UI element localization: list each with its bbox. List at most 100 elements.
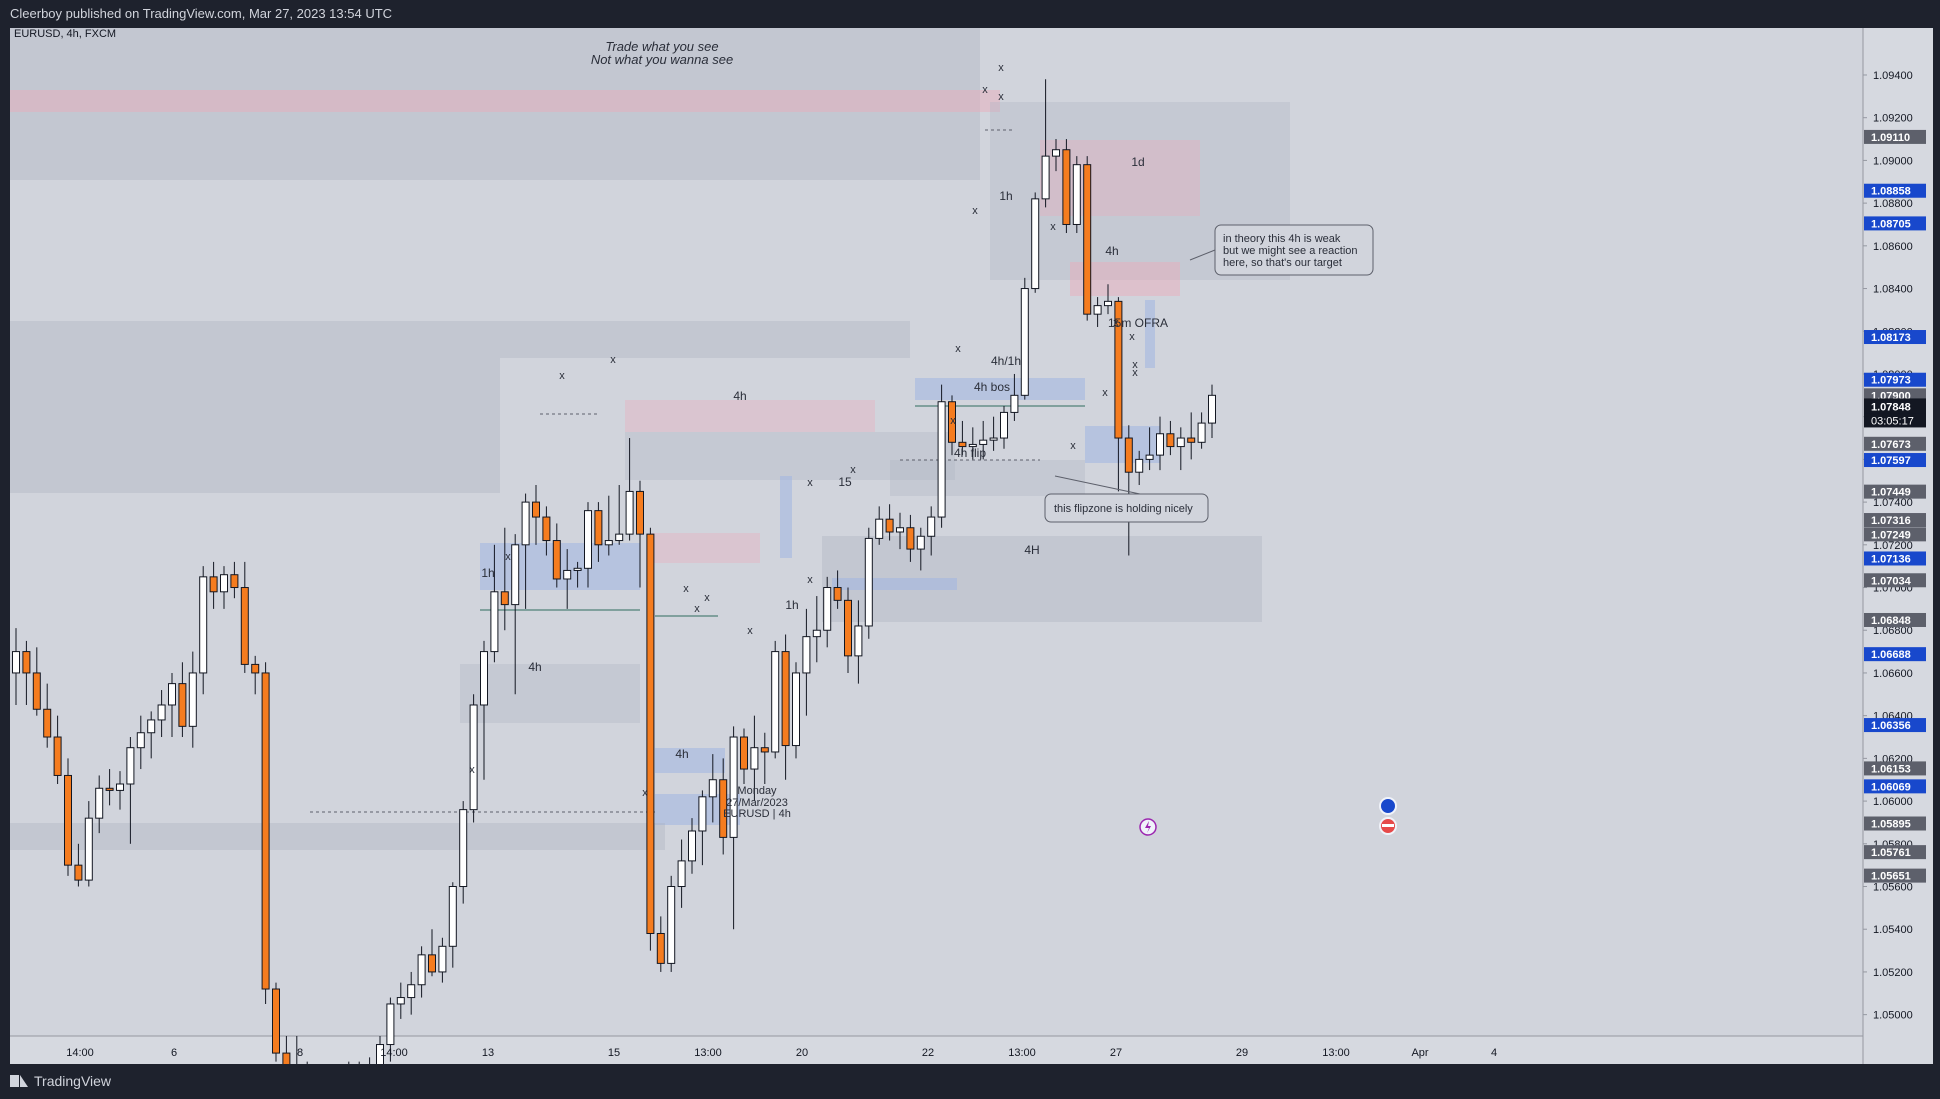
chart-annotation: 4h flip — [954, 446, 986, 460]
candle — [719, 758, 728, 855]
candle — [1187, 412, 1196, 460]
candle — [480, 640, 488, 780]
chart-annotation: 27/Mar/2023 — [726, 797, 788, 809]
candle — [521, 493, 530, 609]
candle — [188, 651, 197, 748]
candle — [1031, 192, 1040, 293]
time-tick-label: 8 — [297, 1047, 303, 1059]
bull-candle-body — [1208, 394, 1216, 424]
time-tick-label: 13:00 — [694, 1047, 722, 1059]
bear-candle-body — [64, 774, 72, 866]
bear-candle-body — [844, 599, 852, 657]
bull-candle-body — [386, 1003, 395, 1046]
candle — [1052, 139, 1060, 172]
x-marker: x — [469, 764, 475, 776]
bull-candle-body — [688, 830, 696, 862]
candle — [604, 495, 613, 556]
bull-candle-body — [376, 1044, 384, 1064]
bear-candle-body — [1124, 437, 1133, 473]
bull-candle-body — [1041, 155, 1050, 200]
candle — [594, 502, 603, 562]
price-label-box — [1864, 513, 1926, 528]
bull-candle-body — [573, 567, 582, 571]
price-label-box — [1864, 779, 1926, 794]
chart-annotation: Monday — [737, 785, 777, 797]
bull-candle-body — [615, 533, 624, 542]
candle — [1041, 79, 1050, 208]
bull-candle-body — [563, 569, 572, 580]
price-label-box — [1864, 398, 1926, 415]
tradingview-logo-icon — [10, 1075, 28, 1087]
candle — [428, 929, 436, 977]
candle — [563, 549, 572, 609]
chart-annotation: 4h — [675, 747, 688, 761]
time-axis — [10, 1036, 1863, 1064]
price-label: 1.05761 — [1871, 847, 1911, 859]
candle — [157, 690, 166, 738]
candle — [396, 982, 405, 1019]
bear-candle-body — [105, 787, 114, 791]
x-marker: x — [694, 603, 700, 615]
candle — [282, 1036, 291, 1064]
price-label-box — [1864, 868, 1926, 883]
zone-mid-gray — [500, 321, 910, 358]
candle — [459, 801, 468, 904]
bear-candle-body — [833, 587, 842, 601]
zone-bottom-gray — [10, 823, 665, 850]
candle — [636, 480, 644, 588]
bull-candle-body — [937, 401, 946, 518]
candle — [1010, 373, 1019, 421]
lightning-icon-bolt — [1145, 821, 1151, 833]
time-tick-label: 22 — [922, 1047, 934, 1059]
chart-area[interactable]: 1.09400 1.09200 1.09000 1.08800 1.08600 1.084… — [10, 28, 1933, 1064]
price-label-box — [1864, 484, 1926, 499]
zone-vertical-blue — [780, 476, 792, 558]
callout-target-text: here, so that's our target — [1223, 257, 1342, 269]
symbol-label: EURUSD, 4h, FXCM — [14, 28, 116, 40]
candle — [1000, 406, 1008, 449]
bull-candle-body — [199, 576, 208, 674]
candle — [854, 600, 863, 684]
bull-candle-body — [750, 747, 759, 770]
bear-candle-body — [43, 708, 52, 738]
chart-annotation: 1d — [1131, 155, 1144, 169]
footer-bar: TradingView — [0, 1064, 1940, 1099]
bear-candle-body — [594, 510, 603, 546]
time-tick-label: 13 — [482, 1047, 494, 1059]
time-tick-label: 29 — [1236, 1047, 1248, 1059]
bull-candle-body — [625, 490, 634, 535]
bull-candle-body — [1010, 394, 1019, 413]
bear-candle-body — [178, 683, 187, 727]
bull-candle-body — [136, 732, 145, 749]
price-label: 1.07316 — [1871, 515, 1911, 527]
bull-candle-body — [1145, 454, 1154, 460]
x-marker: x — [505, 551, 511, 563]
chart-annotation: 1h — [785, 598, 798, 612]
candle — [1020, 277, 1029, 400]
price-label-box — [1864, 372, 1926, 387]
zone-4h-low-gray — [460, 664, 640, 723]
globe-icon — [1379, 797, 1397, 815]
bear-candle-body — [209, 576, 218, 593]
time-tick-label: 6 — [171, 1047, 177, 1059]
bear-candle-body — [53, 736, 62, 776]
candle — [906, 514, 915, 562]
brand-label: TradingView — [34, 1073, 112, 1089]
bull-candle-body — [864, 537, 873, 627]
bear-candle-body — [885, 518, 894, 533]
bear-candle-body — [1114, 300, 1123, 439]
bull-candle-body — [396, 997, 405, 1005]
bear-candle-body — [656, 932, 665, 964]
bear-candle-body — [74, 864, 83, 881]
candle — [677, 839, 686, 908]
bull-candle-body — [708, 779, 717, 798]
candle — [532, 485, 540, 545]
bear-candle-body — [282, 1052, 291, 1064]
price-label-box — [1864, 436, 1926, 451]
candlestick-chart[interactable]: 1.09400 1.09200 1.09000 1.08800 1.08600 1.084… — [10, 28, 1933, 1064]
candle — [740, 728, 748, 784]
candle — [1197, 412, 1206, 449]
candle — [916, 527, 925, 571]
tradingview-logo[interactable]: TradingView — [10, 1073, 111, 1089]
price-label-box — [1864, 330, 1926, 345]
